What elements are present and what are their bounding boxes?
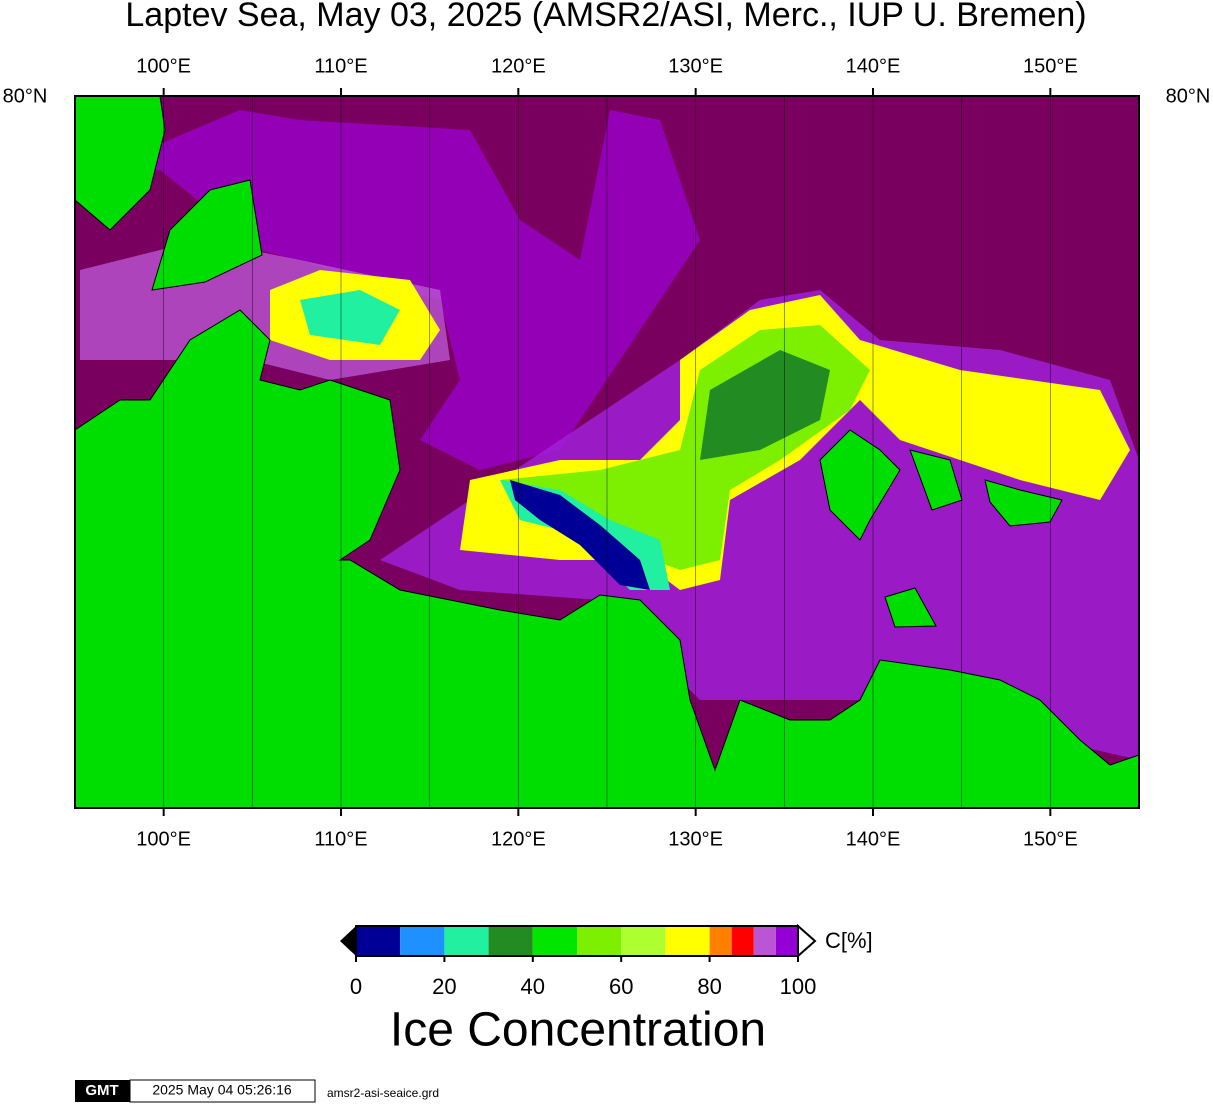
lon-label: 150°E: [1023, 55, 1078, 77]
colorbar-segment: [731, 926, 754, 956]
timestamp: 2025 May 04 05:26:16: [152, 1082, 292, 1098]
footer: GMT 2025 May 04 05:26:16 amsr2-asi-seaic…: [75, 1079, 439, 1103]
colorbar-segment: [665, 926, 710, 956]
ice-region: [510, 480, 650, 590]
colorbar-tick-label: 0: [350, 974, 362, 999]
ice-region: [700, 350, 830, 460]
colorbar-over: [797, 923, 817, 959]
colorbar-segment: [356, 926, 401, 956]
lon-label: 110°E: [314, 55, 367, 77]
lon-label: 130°E: [668, 828, 723, 850]
colorbar-tick-label: 80: [697, 974, 721, 999]
colorbar-segment: [532, 926, 577, 956]
lon-label: 110°E: [314, 828, 367, 850]
colorbar-segment: [621, 926, 666, 956]
lat-label: 80°N: [3, 85, 48, 107]
colorbar-tick-label: 40: [521, 974, 545, 999]
colorbar-tick-label: 20: [432, 974, 456, 999]
colorbar-segment: [400, 926, 445, 956]
gmt-logo-text: GMT: [85, 1082, 118, 1099]
lon-label: 150°E: [1023, 828, 1078, 850]
colorbar-segment: [444, 926, 489, 956]
colorbar-segment: [577, 926, 622, 956]
gmt-logo: [75, 1080, 130, 1102]
map-frame: [74, 95, 1140, 809]
lon-label: 120°E: [491, 55, 546, 77]
colorbar-segment: [753, 926, 776, 956]
colorbar-tick-label: 100: [780, 974, 817, 999]
lon-label: 120°E: [491, 828, 546, 850]
map: 100°E 100°E 110°E 110°E 120°E 120°E 130°E 130°E…: [3, 55, 1211, 850]
colorbar-tick-label: 60: [609, 974, 633, 999]
file-name: amsr2-asi-seaice.grd: [327, 1086, 439, 1100]
lon-label: 130°E: [668, 55, 723, 77]
lon-label: 140°E: [846, 828, 901, 850]
colorbar-frame: [355, 925, 799, 957]
lat-label: 80°N: [1166, 85, 1211, 107]
land: [151, 179, 263, 291]
colorbar-segment: [709, 926, 732, 956]
colorbar: C[%] Ice Concentration 0 20 40 60 80 100: [340, 923, 873, 1057]
colorbar-segment: [488, 926, 533, 956]
title: Laptev Sea, May 03, 2025 (AMSR2/ASI, Mer…: [125, 0, 1086, 34]
ice-region: [300, 290, 400, 345]
colorbar-segment: [775, 926, 798, 956]
colorbar-unit: C[%]: [825, 928, 873, 953]
land: [884, 587, 937, 628]
land: [819, 429, 901, 541]
lon-label: 140°E: [846, 55, 901, 77]
timestamp-box: [129, 1079, 316, 1103]
lon-label: 100°E: [136, 828, 191, 850]
colorbar-under: [340, 926, 356, 956]
lon-label: 100°E: [136, 55, 191, 77]
colorbar-title: Ice Concentration: [390, 1004, 766, 1057]
